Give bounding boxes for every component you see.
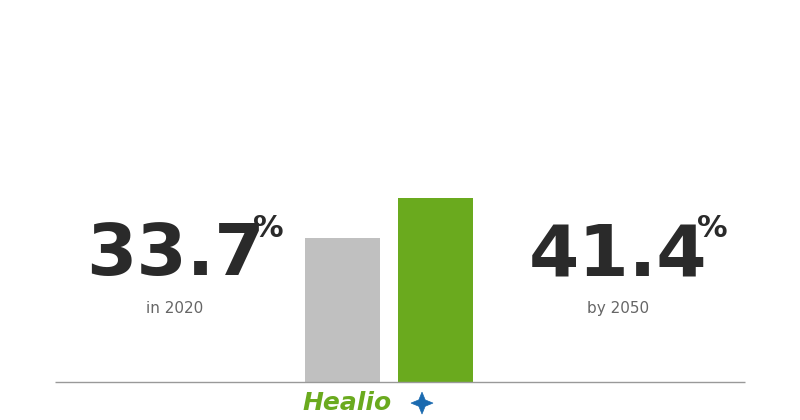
Text: by 2050: by 2050 (587, 301, 649, 316)
Bar (305, 238, 380, 382)
Text: %: % (697, 214, 728, 243)
Text: %: % (253, 214, 284, 243)
Text: in 2020: in 2020 (146, 301, 204, 316)
Text: 41.4: 41.4 (529, 221, 707, 290)
Text: 33.7: 33.7 (86, 221, 264, 290)
Bar (398, 198, 473, 382)
Text: Healio: Healio (303, 391, 392, 415)
Polygon shape (411, 392, 433, 414)
Text: Model forecasts a rise in MASLD prevalence: Model forecasts a rise in MASLD prevalen… (134, 26, 666, 46)
Text: among U.S adults over the next 30 years:: among U.S adults over the next 30 years: (148, 70, 652, 90)
